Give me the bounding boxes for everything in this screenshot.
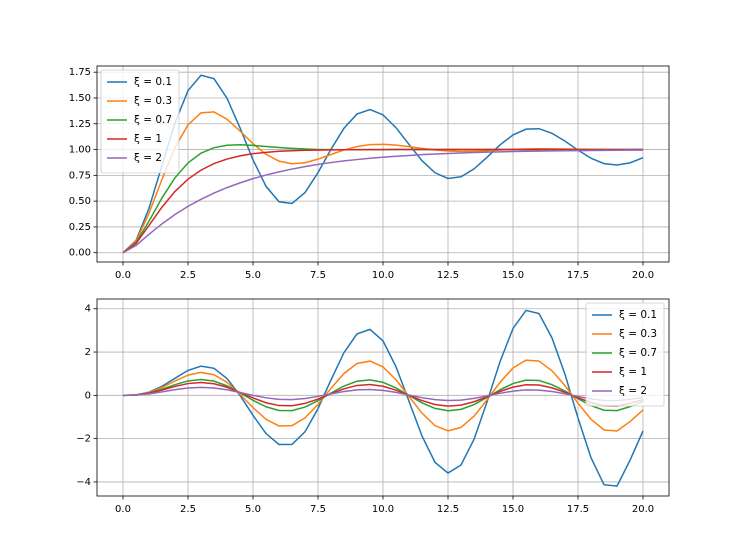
x-tick-label: 2.5	[180, 270, 196, 281]
legend-box	[585, 302, 665, 407]
legend: ξ = 0.1 ξ = 0.3 ξ = 0.7 ξ = 1 ξ = 2	[100, 69, 180, 174]
y-tick-label: 1.75	[69, 67, 91, 78]
legend-label: ξ = 0.3	[619, 328, 657, 340]
legend-box	[100, 69, 180, 174]
line-series	[122, 309, 644, 487]
legend-label: ξ = 0.1	[134, 76, 172, 88]
x-tick-label: 15.0	[502, 504, 524, 515]
y-tick-label: 2	[85, 347, 91, 358]
y-tick-label: 4	[85, 304, 91, 315]
y-tick-label: −2	[76, 434, 91, 445]
axes: 0.0 2.5 5.0 7.5 10.0 12.5 15.0 17.5 20.0 0.00 0.25…	[69, 65, 670, 281]
x-tick-label: 20.0	[632, 504, 654, 515]
legend-label: ξ = 2	[619, 385, 647, 397]
line-series	[122, 378, 644, 412]
line-series	[122, 148, 643, 254]
y-tick-label: 1.00	[69, 145, 91, 156]
axes: 0.0 2.5 5.0 7.5 10.0 12.5 15.0 17.5 20.0 −4 −2 0 2 4 ξ…	[76, 298, 670, 515]
x-tick-label: 2.5	[180, 504, 196, 515]
y-tick-label: 1.25	[69, 119, 91, 130]
y-tick-label: 0.25	[69, 222, 91, 233]
x-tick-label: 12.5	[437, 270, 459, 281]
y-tick-label: 0.00	[69, 248, 91, 259]
y-tick-label: 0	[85, 390, 91, 401]
x-tick-label: 5.0	[245, 270, 261, 281]
x-tick-label: 12.5	[437, 504, 459, 515]
y-tick-label: 0.50	[69, 196, 91, 207]
y-tick-label: −4	[76, 477, 91, 488]
x-tick-label: 10.0	[372, 270, 394, 281]
x-tick-label: 7.5	[310, 504, 326, 515]
legend-label: ξ = 2	[134, 152, 162, 164]
axes-frame	[96, 298, 670, 497]
line-series	[122, 359, 644, 432]
x-tick-label: 17.5	[567, 270, 589, 281]
legend-label: ξ = 1	[134, 133, 162, 145]
legend-label: ξ = 1	[619, 366, 647, 378]
y-tick-label: 0.75	[69, 170, 91, 181]
line-series	[122, 386, 644, 402]
line-series	[122, 149, 644, 254]
x-tick-label: 0.0	[115, 270, 131, 281]
x-tick-label: 0.0	[115, 504, 131, 515]
line-series	[122, 74, 644, 254]
legend-label: ξ = 0.7	[619, 347, 657, 359]
legend: ξ = 0.1 ξ = 0.3 ξ = 0.7 ξ = 1 ξ = 2	[585, 302, 665, 407]
x-tick-label: 20.0	[632, 270, 654, 281]
x-tick-label: 7.5	[310, 270, 326, 281]
axes-frame	[96, 65, 670, 263]
x-tick-label: 10.0	[372, 504, 394, 515]
line-series	[122, 381, 644, 407]
x-tick-label: 5.0	[245, 504, 261, 515]
x-tick-label: 17.5	[567, 504, 589, 515]
x-tick-label: 15.0	[502, 270, 524, 281]
y-tick-label: 1.50	[69, 93, 91, 104]
legend-label: ξ = 0.3	[134, 95, 172, 107]
legend-label: ξ = 0.7	[134, 114, 172, 126]
legend-label: ξ = 0.1	[619, 309, 657, 321]
